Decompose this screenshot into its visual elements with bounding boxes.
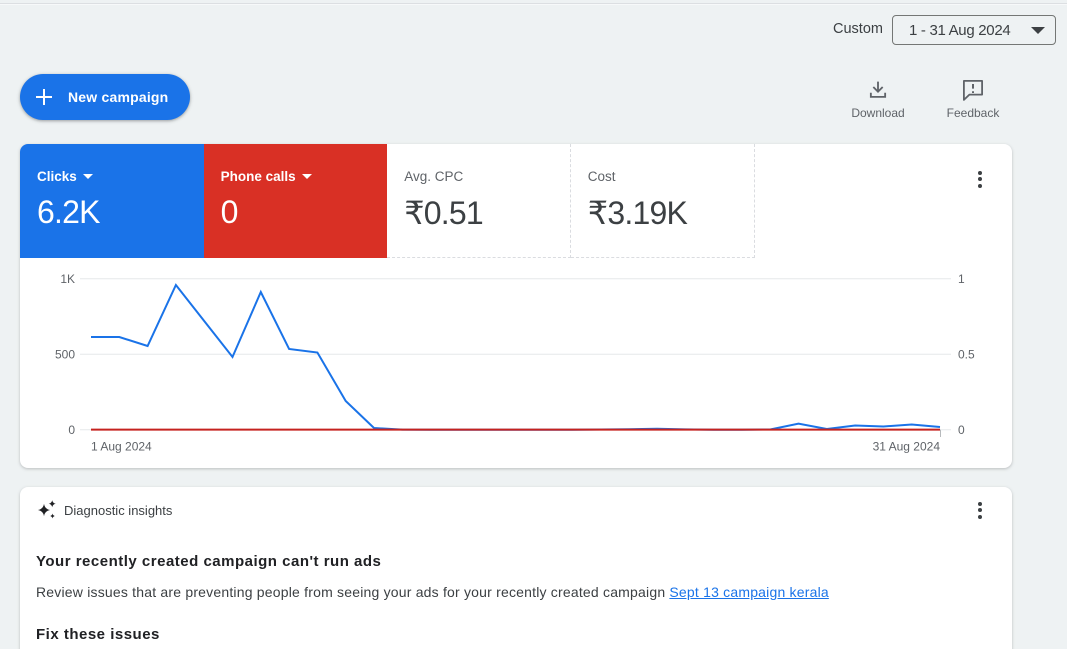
svg-text:1: 1 (958, 272, 965, 286)
svg-text:500: 500 (55, 348, 75, 362)
svg-text:1 Aug 2024: 1 Aug 2024 (91, 440, 152, 454)
svg-text:0: 0 (68, 423, 75, 437)
svg-text:0: 0 (958, 423, 965, 437)
svg-text:1K: 1K (60, 272, 75, 286)
svg-text:31 Aug 2024: 31 Aug 2024 (873, 440, 941, 454)
svg-text:0.5: 0.5 (958, 348, 975, 362)
